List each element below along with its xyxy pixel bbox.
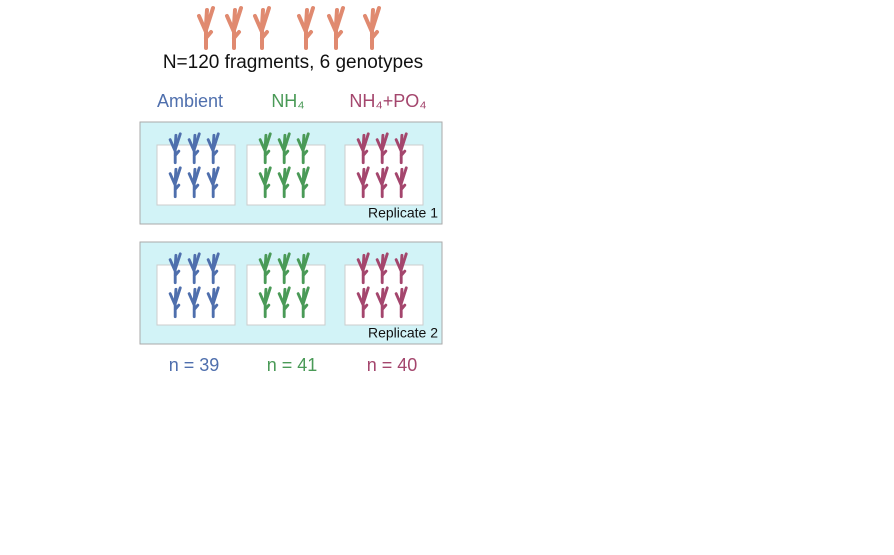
sample-count: n = 39 <box>169 355 220 375</box>
treatment-label: NH₄ <box>271 91 304 111</box>
sample-count: n = 40 <box>367 355 418 375</box>
coral-icon <box>297 6 315 50</box>
replicate-label: Replicate 2 <box>368 325 438 341</box>
coral-icon <box>225 6 243 50</box>
coral-icon <box>363 6 381 50</box>
treatment-label: NH₄+PO₄ <box>349 91 426 111</box>
treatment-label: Ambient <box>157 91 223 111</box>
coral-icon <box>327 6 345 50</box>
replicate-label: Replicate 1 <box>368 205 438 221</box>
sample-count: n = 41 <box>267 355 318 375</box>
coral-icon <box>197 6 215 50</box>
title: N=120 fragments, 6 genotypes <box>163 52 423 73</box>
coral-icon <box>253 6 271 50</box>
